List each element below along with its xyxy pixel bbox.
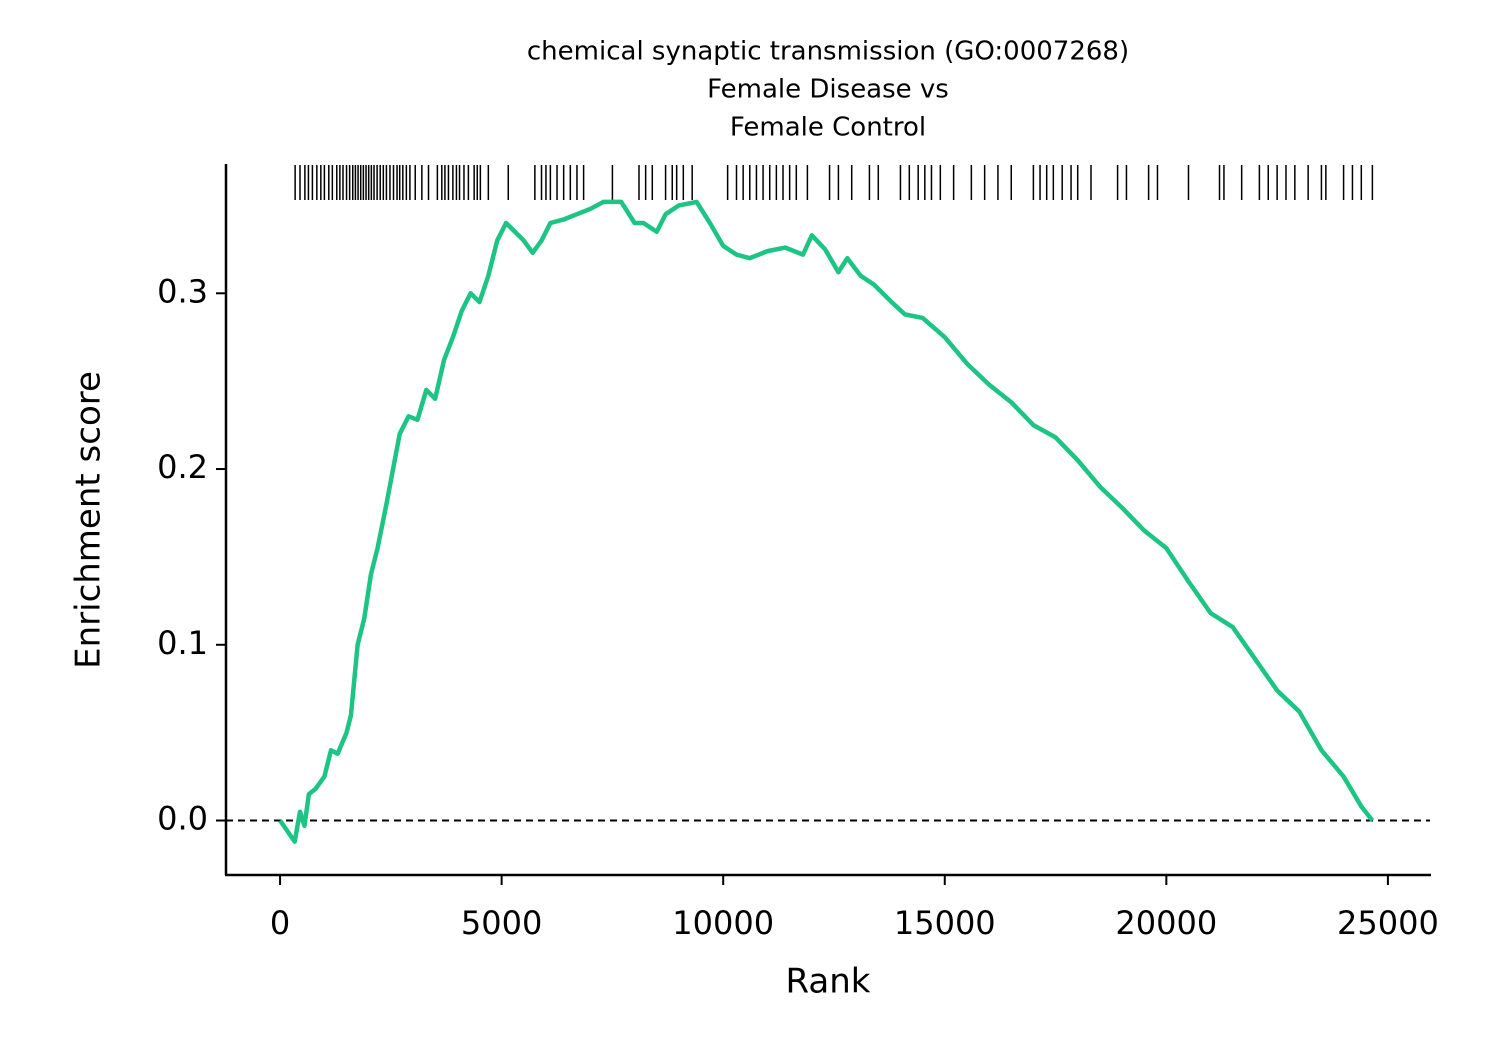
chart-title: Female Disease vs bbox=[707, 75, 949, 105]
enrichment-line bbox=[278, 199, 1375, 844]
x-tick-label: 10000 bbox=[672, 904, 774, 942]
x-tick-label: 0 bbox=[270, 904, 290, 942]
y-axis-label: Enrichment score bbox=[69, 371, 109, 669]
chart-title: Female Control bbox=[730, 113, 926, 143]
x-tick-label: 5000 bbox=[461, 904, 542, 942]
y-tick-label: 0.1 bbox=[157, 624, 208, 662]
x-tick-label: 20000 bbox=[1115, 904, 1217, 942]
x-tick-label: 15000 bbox=[894, 904, 996, 942]
x-axis-label: Rank bbox=[786, 962, 871, 1002]
y-tick-label: 0.3 bbox=[157, 272, 208, 310]
y-tick-label: 0.0 bbox=[157, 800, 208, 838]
chart-title: chemical synaptic transmission (GO:00072… bbox=[527, 37, 1129, 67]
x-tick-label: 25000 bbox=[1337, 904, 1439, 942]
y-tick-label: 0.2 bbox=[157, 448, 208, 486]
